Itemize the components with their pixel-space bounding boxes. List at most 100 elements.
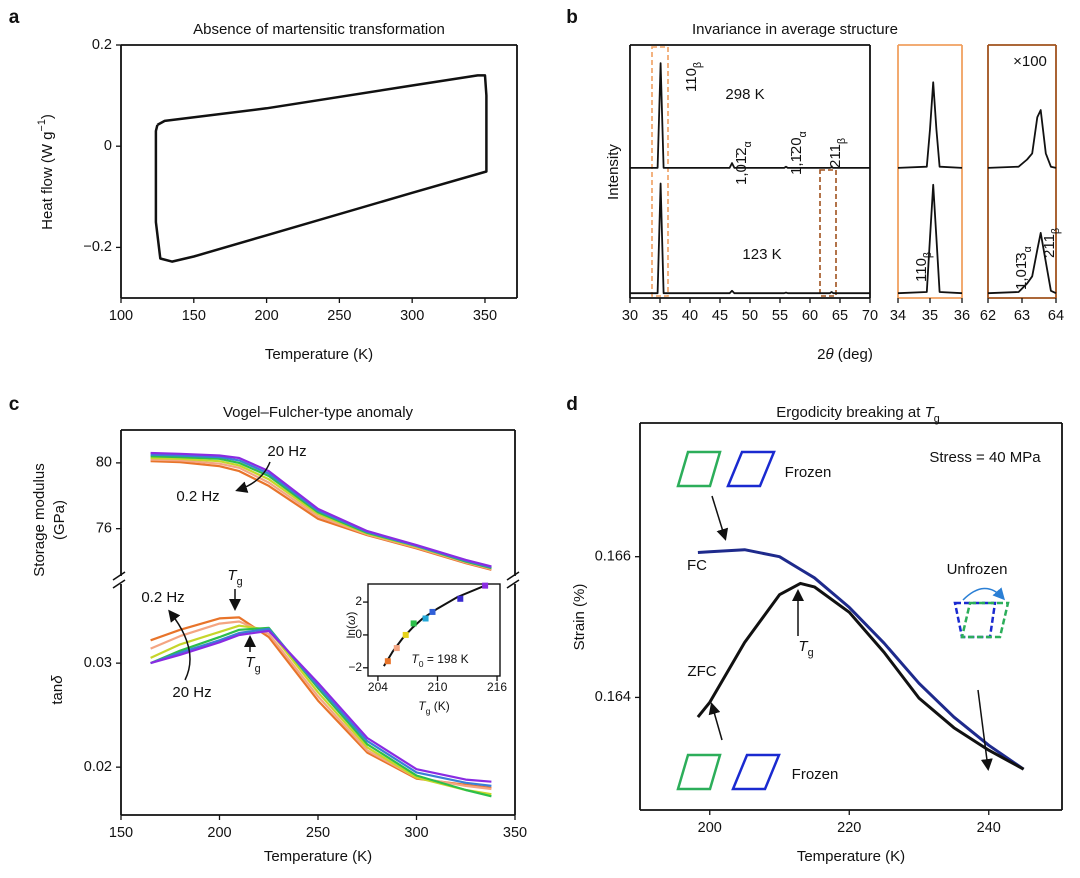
text-part: δ [49, 675, 66, 684]
data-point [429, 608, 436, 615]
x-tick-label: 62 [980, 308, 996, 324]
text-part: g [237, 576, 243, 588]
text-part: −1 [36, 119, 48, 131]
data-point [457, 595, 464, 602]
x-tick-label: 250 [306, 825, 330, 841]
state-icon [726, 450, 776, 488]
annotation: 110β [683, 62, 704, 92]
annotation: ×100 [1013, 53, 1047, 70]
annotation: Stress = 40 MPa [929, 449, 1041, 466]
text-part: g [426, 706, 431, 716]
series-line [697, 548, 1025, 771]
text-part: β [1050, 228, 1062, 234]
annotation: 1,1̄20α [788, 131, 809, 175]
text-part: 110 [913, 258, 930, 282]
series-line [696, 581, 1025, 771]
arrow [977, 689, 993, 771]
x-tick-label: 60 [802, 308, 818, 324]
x-tick-label: 350 [503, 825, 527, 841]
y-tick-label: 2 [355, 594, 362, 608]
text-part: β [692, 62, 704, 68]
chart-title: Absence of martensitic transformation [193, 21, 445, 38]
text-part: T [411, 652, 420, 666]
series-label: 123 K [742, 246, 781, 263]
x-tick-label: 150 [182, 308, 206, 324]
state-icon [676, 450, 722, 488]
x-tick-label: 100 [109, 308, 133, 324]
x-tick-label: 200 [698, 820, 722, 836]
x-tick-label: 200 [254, 308, 278, 324]
text-part: tan [49, 684, 66, 705]
annotation: 0.2 Hz [176, 488, 219, 505]
text-part: T [418, 699, 427, 713]
x-tick-label: 210 [427, 680, 447, 694]
text-part: (K) [430, 699, 449, 713]
series-line [987, 232, 1057, 295]
state-icon [731, 753, 781, 791]
arrow [235, 461, 271, 493]
axis-break-gap [113, 576, 129, 584]
series-label: ZFC [687, 663, 716, 680]
y-tick-label: 0.166 [595, 549, 631, 565]
text-part: ) [39, 114, 56, 119]
text-part: T [227, 567, 238, 584]
panel-label: a [9, 7, 20, 28]
annotation: 211β [1041, 228, 1062, 258]
annotation: T0 = 198 K [411, 652, 468, 669]
x-axis-label: Temperature (K) [265, 346, 373, 363]
text-part: ω [344, 616, 358, 625]
series-label: FC [687, 557, 707, 574]
y-axis-label: Strain (%) [571, 584, 588, 651]
chart-title: Vogel–Fulcher-type anomaly [223, 404, 414, 421]
series-label: 298 K [725, 86, 764, 103]
text-part: 211 [827, 144, 844, 168]
annotation: 1,01̄2α [733, 141, 754, 185]
x-tick-label: 30 [622, 308, 638, 324]
x-tick-label: 35 [652, 308, 668, 324]
text-part: 110 [683, 68, 700, 92]
text-part: β [922, 252, 934, 258]
data-point [384, 658, 391, 665]
data-point [482, 582, 489, 589]
x-tick-label: 34 [890, 308, 906, 324]
annotation: Tg [798, 638, 813, 659]
annotation: Unfrozen [947, 561, 1008, 578]
y-tick-label: 0.02 [84, 759, 112, 775]
arrow [168, 609, 191, 681]
text-part: θ [826, 346, 834, 363]
text-part: Ergodicity breaking at [776, 404, 924, 421]
text-part: 211 [1041, 234, 1058, 258]
annotation: Frozen [792, 766, 839, 783]
y-axis-label: Heat flow (W g−1) [36, 114, 56, 230]
annotation: Frozen [785, 464, 832, 481]
y-tick-label: 76 [96, 520, 112, 536]
axis-break [506, 579, 520, 589]
x-tick-label: 45 [712, 308, 728, 324]
arrow [708, 702, 723, 741]
data-point [402, 631, 409, 638]
y-tick-label: 0.164 [595, 689, 631, 705]
x-tick-label: 150 [109, 825, 133, 841]
x-tick-label: 204 [368, 680, 388, 694]
series-line [154, 74, 488, 263]
state-icon [953, 601, 997, 639]
text-part: 2 [817, 346, 825, 363]
y-tick-label: 0 [355, 627, 362, 641]
text-part: Heat flow (W g [39, 131, 56, 229]
text-part: ) [344, 612, 358, 616]
y-axis-label: (GPa) [51, 500, 68, 540]
zoom-box [651, 46, 669, 297]
x-tick-label: 216 [487, 680, 507, 694]
x-tick-label: 350 [473, 308, 497, 324]
axis-break [112, 579, 126, 589]
state-icon [960, 601, 1010, 639]
y-tick-label: −2 [348, 660, 362, 674]
axis-break [506, 571, 520, 581]
annotation: 20 Hz [172, 684, 211, 701]
annotation: 211β [827, 138, 848, 168]
x-tick-label: 300 [404, 825, 428, 841]
x-tick-label: 64 [1048, 308, 1064, 324]
text-part: g [808, 647, 814, 659]
x-tick-label: 300 [400, 308, 424, 324]
series-line [150, 629, 492, 783]
